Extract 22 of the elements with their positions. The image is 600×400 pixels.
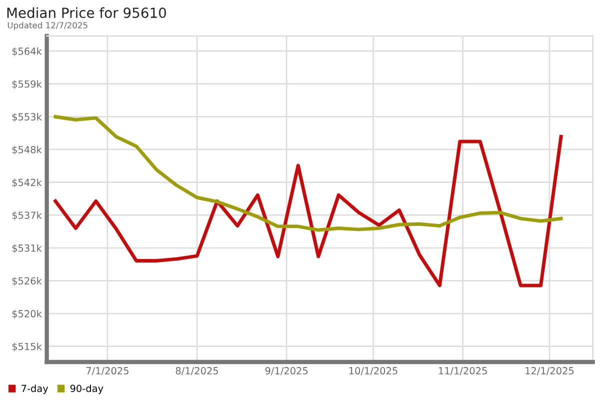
legend-label: 90-day xyxy=(70,384,104,394)
x-tick-label: 11/1/2025 xyxy=(438,367,487,376)
y-tick-label: $515k xyxy=(12,342,42,352)
chart-title: Median Price for 95610 xyxy=(7,7,166,18)
x-tick-label: 12/1/2025 xyxy=(526,367,574,376)
line-series xyxy=(54,134,563,288)
y-tick-label: $553k xyxy=(12,112,42,122)
x-tick-label: 8/1/2025 xyxy=(176,367,218,376)
x-tick-label: 7/1/2025 xyxy=(86,367,128,376)
y-tick-label: $559k xyxy=(12,80,42,89)
chart-subtitle: Updated 12/7/2025 xyxy=(8,22,88,30)
y-tick-label: $564k xyxy=(12,47,42,56)
y-tick-label: $548k xyxy=(12,146,42,155)
y-tick-label: $542k xyxy=(12,178,42,188)
x-tick-label: 9/1/2025 xyxy=(265,367,308,376)
x-tick-label: 10/1/2025 xyxy=(349,367,398,376)
y-tick-label: $526k xyxy=(12,277,42,286)
y-tick-label: $520k xyxy=(12,310,42,319)
legend-label: 7-day xyxy=(22,384,48,394)
y-tick-label: $531k xyxy=(12,244,42,254)
y-tick-label: $537k xyxy=(12,211,42,220)
line-series xyxy=(54,115,563,232)
